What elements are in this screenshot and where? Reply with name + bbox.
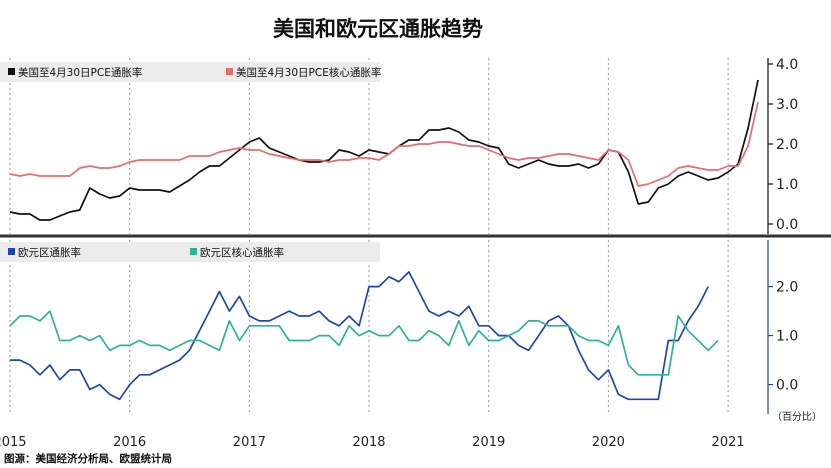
us-y-tick-label: 3.0 [776, 97, 798, 113]
us-legend-swatch-1 [226, 68, 233, 75]
ea-legend-label-0: 欧元区通胀率 [18, 246, 81, 259]
ea-y-tick-label: 2.0 [776, 280, 798, 296]
x-tick-label: 2015 [0, 435, 27, 450]
us-y-tick-label: 0.0 [776, 217, 798, 233]
us-series-line-1 [9, 101, 759, 187]
us-y-tick-label: 2.0 [776, 137, 798, 153]
us-y-tick-label: 1.0 [776, 177, 798, 193]
x-axis-year-labels: 2015 2016 2017 2018 2019 2020 2021 [0, 435, 745, 450]
us-legend-swatch-0 [8, 68, 15, 75]
x-tick-label: 2020 [592, 435, 625, 450]
us-series-line-0 [9, 79, 759, 221]
y-unit-label: （百分比） [772, 411, 822, 423]
us-y-tick-label: 4.0 [776, 57, 798, 73]
ea-legend-swatch-1 [190, 248, 197, 255]
ea-y-tick-label: 1.0 [776, 329, 798, 345]
x-tick-label: 2016 [113, 435, 146, 450]
x-tick-label: 2021 [712, 435, 745, 450]
ea-series-line-0 [10, 271, 709, 401]
ea-legend-swatch-0 [8, 248, 15, 255]
ea-legend-label-1: 欧元区核心通胀率 [200, 246, 284, 259]
x-tick-label: 2017 [233, 435, 266, 450]
us-inflation-panel: 0.0 1.0 2.0 3.0 4.0 美国至4月30日PCE通胀率 美国至4月30日PCE… [0, 57, 798, 234]
eurozone-inflation-panel: 0.0 1.0 2.0 欧元区通胀率 欧元区核心通胀率 [0, 240, 798, 414]
ea-series-line-1 [9, 310, 719, 376]
us-legend-label-1: 美国至4月30日PCE核心通胀率 [236, 66, 381, 79]
chart-title: 美国和欧元区通胀趋势 [273, 17, 483, 41]
x-tick-label: 2019 [472, 435, 505, 450]
x-tick-label: 2018 [352, 435, 385, 450]
us-legend-label-0: 美国至4月30日PCE通胀率 [18, 66, 142, 79]
us-legend-background [0, 62, 380, 82]
ea-y-tick-label: 0.0 [776, 378, 798, 394]
source-note: 图源：美国经济分析局、欧盟统计局 [4, 452, 172, 465]
